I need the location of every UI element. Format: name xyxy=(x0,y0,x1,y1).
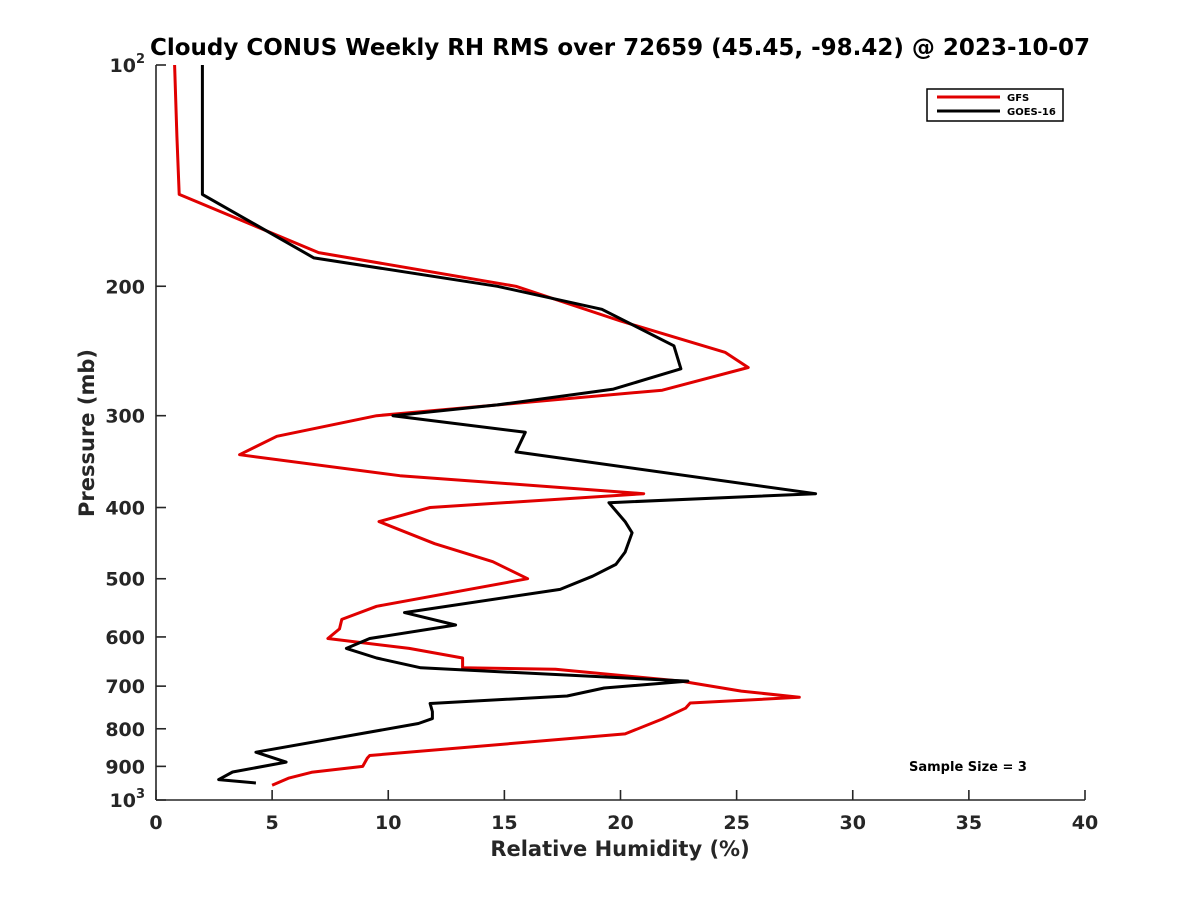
x-axis: 0 5 10 15 20 25 30 35 40 xyxy=(149,790,1098,834)
x-tick-label: 0 xyxy=(149,812,162,834)
series-line-gfs xyxy=(173,64,801,787)
y-tick-label: 500 xyxy=(105,569,145,591)
plot-area xyxy=(173,64,818,787)
y-tick-label: 400 xyxy=(105,498,145,520)
y-axis-label: Pressure (mb) xyxy=(75,349,99,517)
x-axis-label: Relative Humidity (%) xyxy=(490,837,749,861)
x-tick-label: 40 xyxy=(1072,812,1098,834)
x-tick-label: 5 xyxy=(266,812,279,834)
x-tick-label: 35 xyxy=(956,812,982,834)
y-tick-label: 200 xyxy=(105,276,145,298)
x-tick-label: 30 xyxy=(840,812,866,834)
y-tick-label: 103 xyxy=(110,787,146,812)
x-tick-label: 20 xyxy=(607,812,633,834)
x-tick-label: 25 xyxy=(723,812,749,834)
y-tick-label: 600 xyxy=(105,627,145,649)
legend-label: GFS xyxy=(1007,93,1029,104)
y-axis: 102 200 300 400 500 600 700 800 900 103 xyxy=(105,52,166,812)
sample-size-annotation: Sample Size = 3 xyxy=(909,760,1027,775)
y-tick-label: 800 xyxy=(105,719,145,741)
legend-box xyxy=(926,88,1064,122)
legend-label: GOES-16 xyxy=(1007,107,1056,118)
y-tick-label: 700 xyxy=(105,676,145,698)
y-tick-label: 102 xyxy=(110,52,146,77)
legend: GFS GOES-16 xyxy=(926,88,1064,122)
x-tick-label: 10 xyxy=(375,812,401,834)
series-line-goes-16 xyxy=(200,65,818,785)
x-tick-label: 15 xyxy=(491,812,517,834)
y-tick-label: 300 xyxy=(105,406,145,428)
chart-title: Cloudy CONUS Weekly RH RMS over 72659 (4… xyxy=(150,35,1090,61)
y-tick-label: 900 xyxy=(105,756,145,778)
